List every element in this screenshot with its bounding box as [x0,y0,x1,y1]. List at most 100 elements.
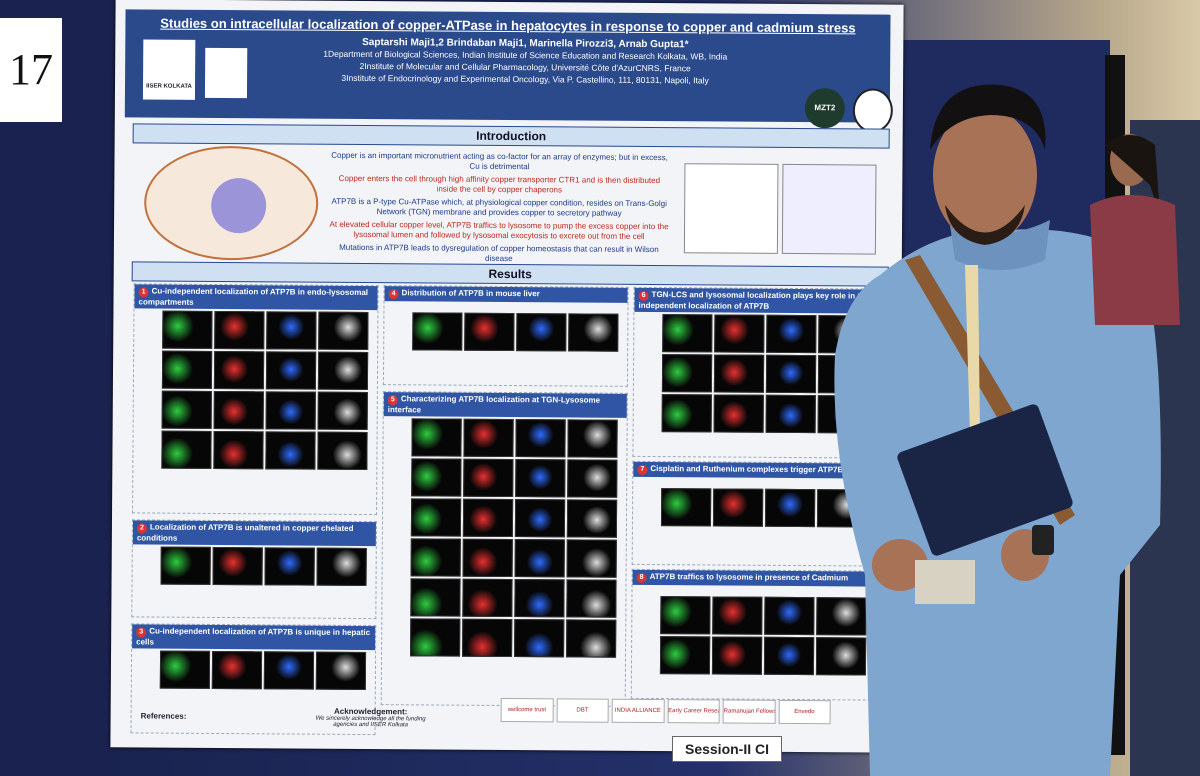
shirt [1090,195,1180,325]
micrograph [317,391,368,431]
micrograph [212,546,263,586]
panel-title: 3 Cu-independent localization of ATP7B is… [132,624,376,651]
panel-title-text: Characterizing ATP7B localization at TGN… [387,394,601,415]
badge [915,560,975,604]
panel-title: 2 Localization of ATP7B is unaltered in c… [132,520,376,547]
micrograph [213,350,265,390]
board-number: 17 [0,18,62,122]
hair [1105,135,1160,215]
micrograph [265,391,316,430]
micrograph [514,499,566,538]
sponsor-logo: Ramanujan Fellowship [722,699,776,724]
result-panel: 1 Cu-independent localization of ATP7B in… [132,283,379,516]
panel-title: 5 Characterizing ATP7B localization at TG… [383,392,627,418]
micrograph [660,596,711,635]
micrograph [159,650,211,689]
micrograph [214,310,265,350]
sponsor-logo: wellcome trust [500,697,554,723]
micrograph [213,390,264,430]
panel-number: 7 [637,464,648,475]
session-label: Session-II CI [672,736,782,762]
micrograph [765,394,816,434]
micrograph [412,312,463,351]
person [834,84,1161,776]
sponsor-logo: INDIA ALLIANCE [611,698,665,724]
micrograph [266,311,317,350]
micrograph [316,547,367,587]
micrograph [265,351,317,390]
micrograph [764,488,816,528]
logo: IISER KOLKATA [142,39,196,100]
result-panel: 4 Distribution of ATP7B in mouse liver [382,285,629,387]
lanyard [965,265,980,435]
micrograph [211,650,263,690]
panel-title-text: Cu-independent localization of ATP7B in … [138,286,369,307]
micrograph [410,498,462,537]
sponsor-logo: Early Career Research Award [667,699,720,724]
notebook [897,404,1073,556]
bullet: Mutations in ATP7B leads to dysregulatio… [339,242,659,264]
watch [1032,525,1054,555]
panel-number: 4 [388,289,399,300]
micrograph [712,596,763,635]
cell-diagram [143,145,319,261]
panel-title-text: Cu-independent localization of ATP7B is … [136,626,371,647]
micrograph [318,311,369,351]
poster-header: Studies on intracellular localization of… [124,9,894,133]
micrograph [464,312,515,352]
micrograph [462,618,513,658]
face [933,107,1037,243]
micrograph [661,394,712,433]
micrograph [161,390,212,429]
panel-title: 1 Cu-independent localization of ATP7B in… [134,284,378,311]
micrograph [712,488,764,527]
micrograph [713,394,764,433]
micrograph [660,488,712,527]
micrograph [713,354,765,393]
micrograph [462,498,514,538]
micrograph [410,538,461,577]
poster-title: Studies on intracellular localization of… [160,15,856,36]
panel-number: 3 [136,627,147,638]
micrograph [462,538,513,578]
micrograph [714,314,765,353]
results-panels: 1 Cu-independent localization of ATP7B in… [116,0,904,736]
micrograph [763,636,815,676]
affiliation: 3Institute of Endocrinology and Experime… [341,72,709,86]
micrograph [161,430,212,469]
acknowledgement-text: We sincerely acknowledge all the funding… [315,715,426,729]
micrograph [411,418,462,457]
poster-board [0,0,120,776]
result-panel: 5 Characterizing ATP7B localization at TG… [380,391,628,707]
micrograph [514,619,565,658]
micrograph [766,314,817,354]
micrograph [566,539,617,578]
micrograph [411,458,462,497]
micrograph [410,618,461,657]
micrograph [568,313,619,352]
micrograph [410,578,461,617]
panel-title-text: Distribution of ATP7B in mouse liver [401,288,540,299]
micrograph [515,419,566,458]
micrograph [661,354,713,393]
micrograph [516,313,567,352]
result-panel: 2 Localization of ATP7B is unaltered in c… [131,519,377,620]
micrograph [263,651,315,690]
micrograph [764,596,815,636]
micrograph [463,458,514,498]
panel-number: 6 [638,290,649,301]
panel-title-text: ATP7B traffics to lysosome in presence o… [649,572,849,583]
micrograph [765,354,817,394]
panel-number: 5 [387,395,398,406]
micrograph [317,431,368,471]
background-person [1090,134,1180,325]
micrograph [317,351,369,391]
section-heading: Results [131,261,889,287]
section-heading: Introduction [132,123,890,149]
micrograph [514,539,565,578]
micrograph [711,636,763,675]
logo [204,47,248,99]
author-block: Saptarshi Maji1,2 Brindaban Maji1, Marin… [255,36,795,87]
